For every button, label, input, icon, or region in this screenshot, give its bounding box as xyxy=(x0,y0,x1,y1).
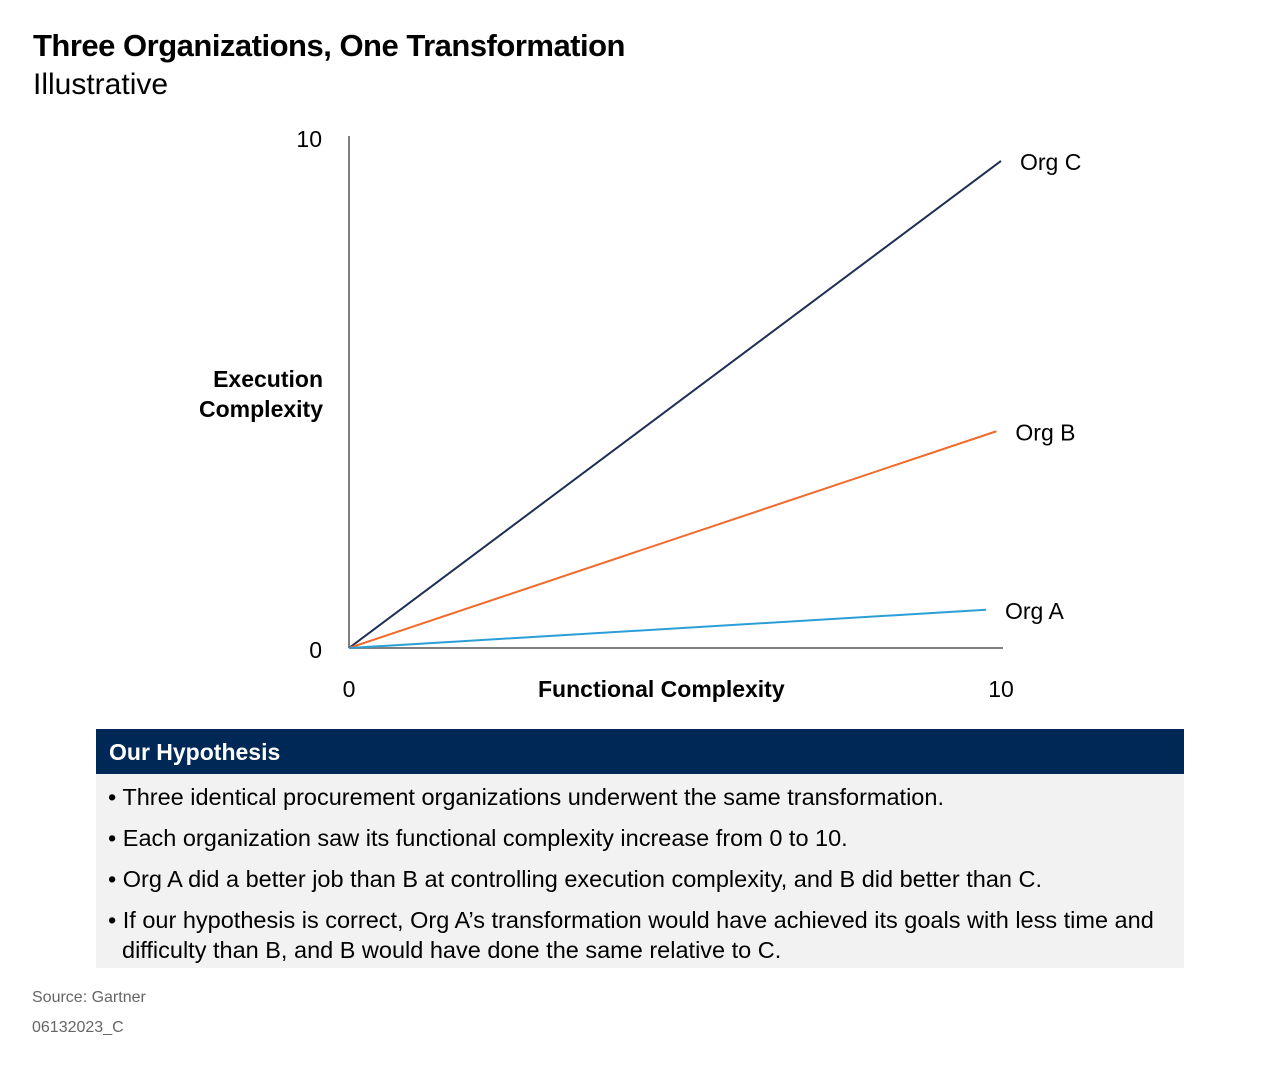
series-line-org-c xyxy=(348,160,1002,649)
y-axis-label: Execution Complexity xyxy=(199,366,323,422)
line-chart: 10 00 10 Org C Org B Org A xyxy=(296,126,1081,702)
y-tick-label: 10 xyxy=(296,126,322,152)
x-axis-label: Functional Complexity xyxy=(538,676,785,702)
x-tick-label: 0 xyxy=(343,676,356,702)
hypothesis-bullet: If our hypothesis is correct, Org A’s tr… xyxy=(108,905,1184,965)
hypothesis-bullet: Three identical procurement organization… xyxy=(108,782,1184,812)
series-label: Org B xyxy=(1015,419,1075,445)
hypothesis-heading: Our Hypothesis xyxy=(96,729,1184,774)
source-note: Source: Gartner xyxy=(32,989,146,1006)
chart-subtitle: Illustrative xyxy=(33,68,169,101)
hypothesis-bullet: Each organization saw its functional com… xyxy=(108,823,1184,853)
x-tick-label: 10 xyxy=(988,676,1014,702)
chart-title: Three Organizations, One Transformation xyxy=(33,28,626,63)
hypothesis-list: Three identical procurement organization… xyxy=(96,774,1184,965)
figure-code: 06132023_C xyxy=(32,1019,124,1036)
hypothesis-bullet: Org A did a better job than B at control… xyxy=(108,864,1184,894)
hypothesis-box: Our Hypothesis Three identical procureme… xyxy=(96,729,1184,968)
series-label: Org A xyxy=(1005,598,1064,624)
series-line-org-a xyxy=(348,608,987,649)
series-label: Org C xyxy=(1020,149,1081,175)
y-tick-label: 0 xyxy=(309,637,322,663)
series-line-org-b xyxy=(348,430,997,649)
